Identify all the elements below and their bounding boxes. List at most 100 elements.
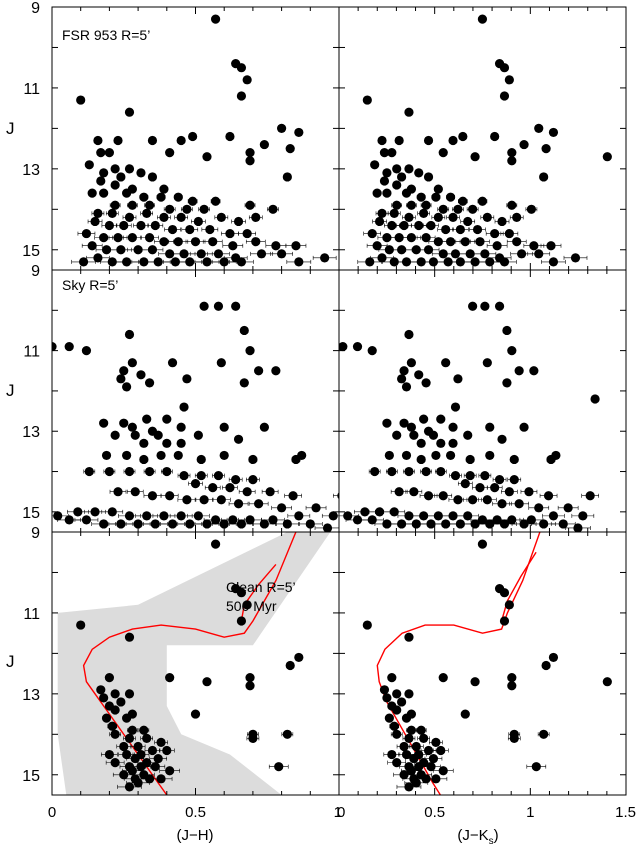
data-point	[438, 673, 448, 683]
data-marker	[144, 774, 155, 784]
data-point	[245, 681, 255, 691]
data-marker	[465, 470, 475, 481]
data-marker	[504, 228, 514, 239]
isochrone-curve	[376, 532, 541, 795]
data-point	[64, 341, 74, 352]
data-point	[216, 358, 226, 368]
data-marker	[153, 430, 163, 440]
data-point	[551, 450, 561, 461]
data-marker	[127, 358, 137, 368]
data-point	[458, 131, 468, 142]
data-point	[537, 729, 550, 739]
data-marker	[87, 188, 97, 198]
data-marker	[231, 475, 241, 485]
data-marker	[399, 366, 409, 376]
data-point	[122, 382, 132, 392]
data-marker	[531, 762, 541, 772]
data-marker	[242, 487, 252, 497]
data-marker	[147, 491, 158, 501]
data-marker	[142, 414, 152, 424]
data-marker	[399, 418, 409, 428]
data-point	[210, 539, 221, 549]
data-marker	[499, 519, 510, 529]
data-point	[510, 249, 533, 259]
x-tick-label: 0.5	[424, 804, 445, 821]
data-point	[113, 135, 123, 146]
y-tick-label: 15	[22, 505, 40, 522]
data-marker	[450, 249, 461, 259]
data-point	[244, 200, 256, 210]
data-marker	[233, 216, 244, 227]
data-point	[477, 196, 488, 206]
data-point	[432, 745, 449, 756]
data-point	[403, 466, 415, 477]
data-point	[370, 160, 380, 170]
data-marker	[339, 341, 348, 352]
data-marker	[210, 14, 221, 24]
data-marker	[248, 454, 258, 465]
data-point	[250, 249, 273, 259]
data-point	[397, 172, 407, 182]
data-marker	[236, 519, 247, 529]
data-point	[450, 402, 461, 412]
data-point	[540, 241, 562, 251]
data-point	[436, 438, 446, 448]
data-marker	[107, 257, 117, 267]
data-marker	[416, 725, 426, 735]
data-marker	[245, 346, 255, 356]
data-point	[541, 660, 551, 671]
data-point	[277, 123, 287, 133]
data-marker	[196, 249, 206, 259]
data-marker	[113, 135, 123, 146]
data-marker	[370, 466, 380, 477]
data-marker	[107, 208, 117, 218]
data-marker	[101, 450, 112, 461]
data-marker	[419, 208, 429, 218]
data-marker	[490, 483, 500, 493]
data-marker	[81, 346, 92, 356]
data-point	[401, 713, 412, 723]
data-point	[110, 705, 120, 715]
data-point	[452, 224, 469, 235]
data-point	[499, 588, 510, 598]
data-marker	[153, 257, 163, 267]
data-point	[415, 725, 427, 735]
data-point	[141, 245, 164, 255]
data-marker	[294, 652, 304, 663]
data-point	[156, 450, 166, 461]
data-point	[245, 346, 255, 356]
data-point	[448, 135, 458, 146]
data-marker	[147, 745, 158, 756]
data-marker	[431, 774, 441, 784]
data-point	[99, 168, 109, 178]
data-marker	[436, 414, 446, 424]
data-point	[96, 176, 106, 186]
data-marker	[382, 188, 392, 198]
data-point	[124, 689, 135, 699]
data-marker	[445, 237, 456, 247]
data-point	[101, 450, 112, 461]
y-axis-label: J	[6, 119, 15, 138]
data-point	[406, 358, 417, 368]
y-tick-label: 15	[22, 243, 40, 260]
data-marker	[541, 660, 551, 671]
data-point	[452, 204, 464, 214]
data-point	[480, 301, 490, 311]
data-marker	[110, 705, 120, 715]
data-marker	[411, 519, 421, 529]
data-point	[147, 220, 164, 231]
data-point	[541, 144, 551, 154]
data-marker	[124, 466, 135, 477]
data-point	[105, 758, 125, 768]
data-marker	[463, 511, 473, 521]
data-point	[294, 127, 304, 138]
data-marker	[185, 224, 195, 235]
data-point	[345, 515, 370, 525]
data-point	[406, 200, 417, 210]
data-point	[124, 329, 135, 340]
data-point	[468, 301, 478, 311]
data-point	[156, 192, 166, 202]
data-point	[142, 414, 152, 424]
data-marker	[399, 220, 409, 231]
